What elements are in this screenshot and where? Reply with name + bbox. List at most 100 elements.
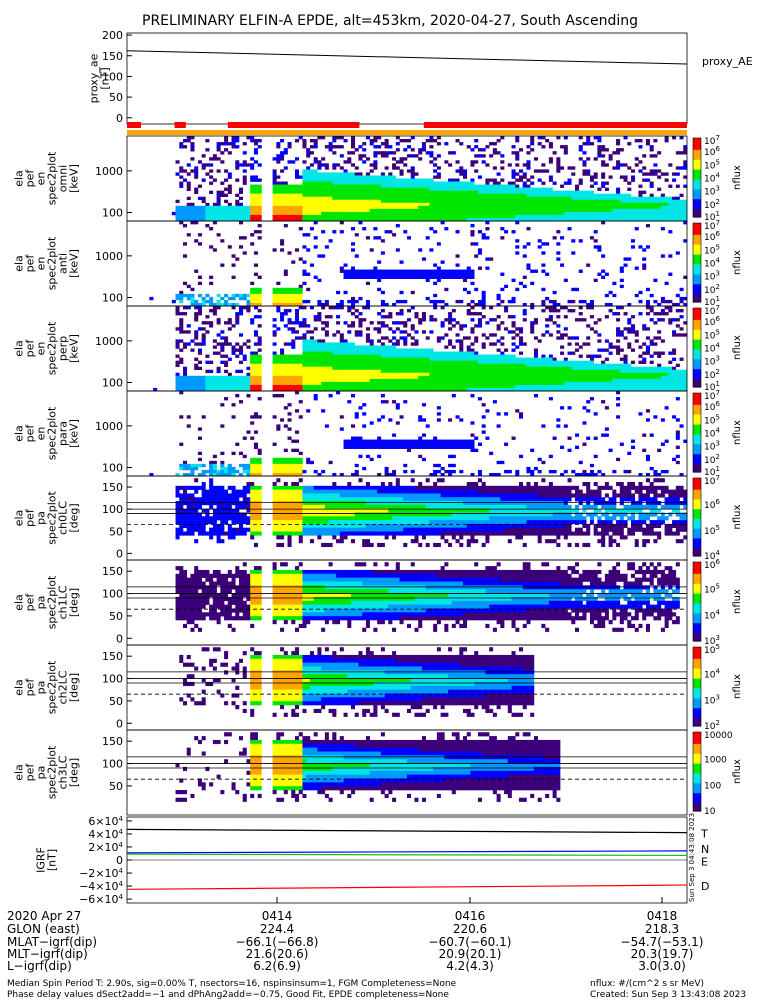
heatmap-cell (186, 293, 191, 298)
heatmap-cell (328, 199, 333, 204)
heatmap-cell (616, 375, 621, 380)
heatmap-cell (216, 205, 221, 210)
heatmap-cell (339, 357, 344, 361)
heatmap-cell (436, 269, 441, 273)
colorbar-tick-label: 102 (704, 283, 720, 296)
heatmap-cell (313, 342, 318, 346)
heatmap-cell (313, 187, 318, 191)
heatmap-cell (313, 387, 318, 392)
heatmap-cell (563, 363, 568, 368)
heatmap-cell (556, 381, 561, 386)
heatmap-cell (492, 187, 497, 191)
colorbar-cell (693, 347, 701, 351)
heatmap-cell (339, 145, 344, 149)
heatmap-cell (433, 190, 438, 194)
heatmap-cell (253, 357, 258, 361)
heatmap-cell (631, 366, 636, 371)
heatmap-cell (399, 260, 404, 264)
heatmap-cell (343, 369, 348, 374)
heatmap-cell (392, 363, 397, 368)
heatmap-cell (485, 375, 490, 380)
heatmap-cell (586, 190, 591, 194)
heatmap-cell (235, 293, 240, 298)
heatmap-cell (593, 193, 598, 198)
heatmap-cell (575, 196, 580, 201)
heatmap-cell (444, 363, 449, 368)
heatmap-cell (593, 172, 598, 176)
heatmap-cell (257, 211, 262, 216)
heatmap-cell (302, 190, 307, 194)
heatmap-cell (362, 360, 367, 364)
heatmap-cell (597, 202, 602, 207)
heatmap-cell (612, 151, 617, 155)
heatmap-cell (448, 208, 453, 213)
heatmap-cell (253, 272, 258, 276)
heatmap-cell (339, 175, 344, 179)
heatmap-cell (377, 236, 382, 240)
heatmap-cell (429, 211, 434, 216)
heatmap-cell (448, 369, 453, 374)
heatmap-cell (675, 381, 680, 386)
heatmap-cell (578, 205, 583, 210)
heatmap-cell (645, 142, 650, 146)
heatmap-cell (631, 214, 636, 219)
heatmap-cell (496, 190, 501, 194)
heatmap-cell (515, 345, 520, 349)
heatmap-cell (235, 214, 240, 219)
heatmap-cell (627, 372, 632, 377)
heatmap-cell (369, 363, 374, 368)
heatmap-cell (477, 248, 482, 252)
heatmap-cell (224, 384, 229, 389)
heatmap-cell (354, 369, 359, 374)
heatmap-cell (309, 384, 314, 389)
heatmap-cell (388, 275, 393, 279)
heatmap-cell (253, 211, 258, 216)
heatmap-cell (571, 336, 576, 340)
heatmap-cell (287, 309, 292, 313)
heatmap-cell (616, 217, 621, 222)
heatmap-cell (429, 360, 434, 364)
heatmap-cell (668, 369, 673, 374)
heatmap-cell (313, 381, 318, 386)
heatmap-cell (358, 190, 363, 194)
heatmap-cell (197, 242, 202, 246)
heatmap-cell (231, 142, 236, 146)
heatmap-cell (660, 227, 665, 231)
heatmap-cell (276, 381, 281, 386)
heatmap-cell (664, 312, 669, 316)
heatmap-cell (530, 330, 535, 334)
heatmap-cell (477, 363, 482, 368)
heatmap-cell (347, 151, 352, 155)
heatmap-cell (623, 354, 628, 358)
heatmap-cell (235, 369, 240, 374)
heatmap-cell (660, 296, 665, 301)
heatmap-cell (317, 163, 322, 167)
heatmap-cell (616, 196, 621, 201)
heatmap-cell (448, 357, 453, 361)
heatmap-cell (369, 205, 374, 210)
heatmap-cell (399, 160, 404, 164)
heatmap-cell (302, 357, 307, 361)
heatmap-cell (455, 205, 460, 210)
heatmap-cell (309, 351, 314, 355)
heatmap-cell (403, 208, 408, 213)
heatmap-cell (589, 302, 594, 307)
heatmap-cell (552, 321, 557, 325)
heatmap-cell (216, 472, 221, 477)
heatmap-cell (586, 306, 591, 310)
heatmap-cell (623, 217, 628, 222)
heatmap-cell (209, 208, 214, 213)
heatmap-cell (298, 214, 303, 219)
heatmap-cell (451, 190, 456, 194)
heatmap-cell (179, 466, 184, 471)
heatmap-cell (309, 202, 314, 207)
heatmap-cell (619, 175, 624, 179)
heatmap-cell (298, 193, 303, 198)
heatmap-cell (533, 321, 538, 325)
heatmap-cell (351, 139, 356, 143)
heatmap-cell (601, 348, 606, 352)
heatmap-cell (280, 187, 285, 191)
heatmap-cell (567, 227, 572, 231)
heatmap-cell (407, 348, 412, 352)
heatmap-cell (474, 375, 479, 380)
